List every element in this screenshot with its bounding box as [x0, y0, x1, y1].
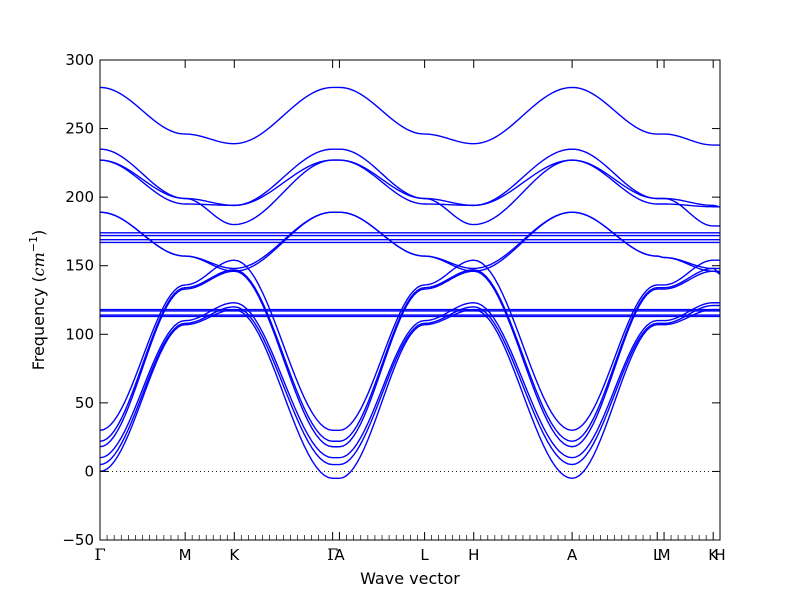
- y-tick-label-4: 100: [65, 325, 94, 343]
- band-line-3: [99, 159, 720, 208]
- band-line-17: [99, 270, 720, 448]
- band-line-18: [99, 302, 720, 459]
- y-tick-label-8: 300: [65, 51, 94, 69]
- x-ticks-layer: Γ M K ΓA L H A LM KH: [94, 60, 726, 564]
- y-axis-label-unit: cm: [29, 252, 48, 276]
- series-layer: [99, 86, 721, 480]
- y-tick-label-3: 50: [75, 394, 94, 412]
- y-axis-label-main: Frequency (: [29, 276, 48, 370]
- x-tick-label-1: Γ: [94, 545, 105, 564]
- x-tick-label-2: M: [179, 546, 192, 564]
- y-tick-label-6: 200: [65, 188, 94, 206]
- x-tick-label-9: L: [653, 546, 662, 564]
- y-tick-label-2: 0: [84, 462, 94, 480]
- x-tick-label-5: A: [334, 546, 345, 564]
- x-tick-label-3: K: [229, 546, 240, 564]
- band-line-6: [99, 211, 721, 275]
- band-line-19: [99, 304, 720, 466]
- y-tick-label-5: 150: [65, 257, 94, 275]
- x-tick-label-12: H: [714, 546, 725, 564]
- x-tick-label-6: L: [420, 546, 429, 564]
- band-line-4: [99, 159, 720, 227]
- x-tick-label-10: M: [658, 546, 671, 564]
- x-tick-label-11: K: [708, 546, 719, 564]
- x-tick-label-8: A: [567, 546, 578, 564]
- y-ticks-layer: −50 0 50 100 150 200 250 300: [62, 51, 720, 549]
- x-tick-label-7: H: [468, 546, 479, 564]
- band-line-16: [99, 267, 720, 442]
- band-line-15: [99, 259, 720, 432]
- y-axis-label-exponent: −1: [27, 236, 40, 252]
- x-axis-label: Wave vector: [360, 569, 460, 588]
- x-tick-label-4: Γ: [327, 545, 338, 564]
- y-axis-label: Frequency (cm−1): [27, 230, 48, 371]
- band-line-1: [99, 86, 720, 146]
- y-tick-label-7: 250: [65, 120, 94, 138]
- y-tick-label-1: −50: [62, 531, 94, 549]
- y-axis-label-close: ): [29, 230, 48, 236]
- plot-frame: [99, 59, 721, 541]
- band-line-20: [99, 308, 720, 480]
